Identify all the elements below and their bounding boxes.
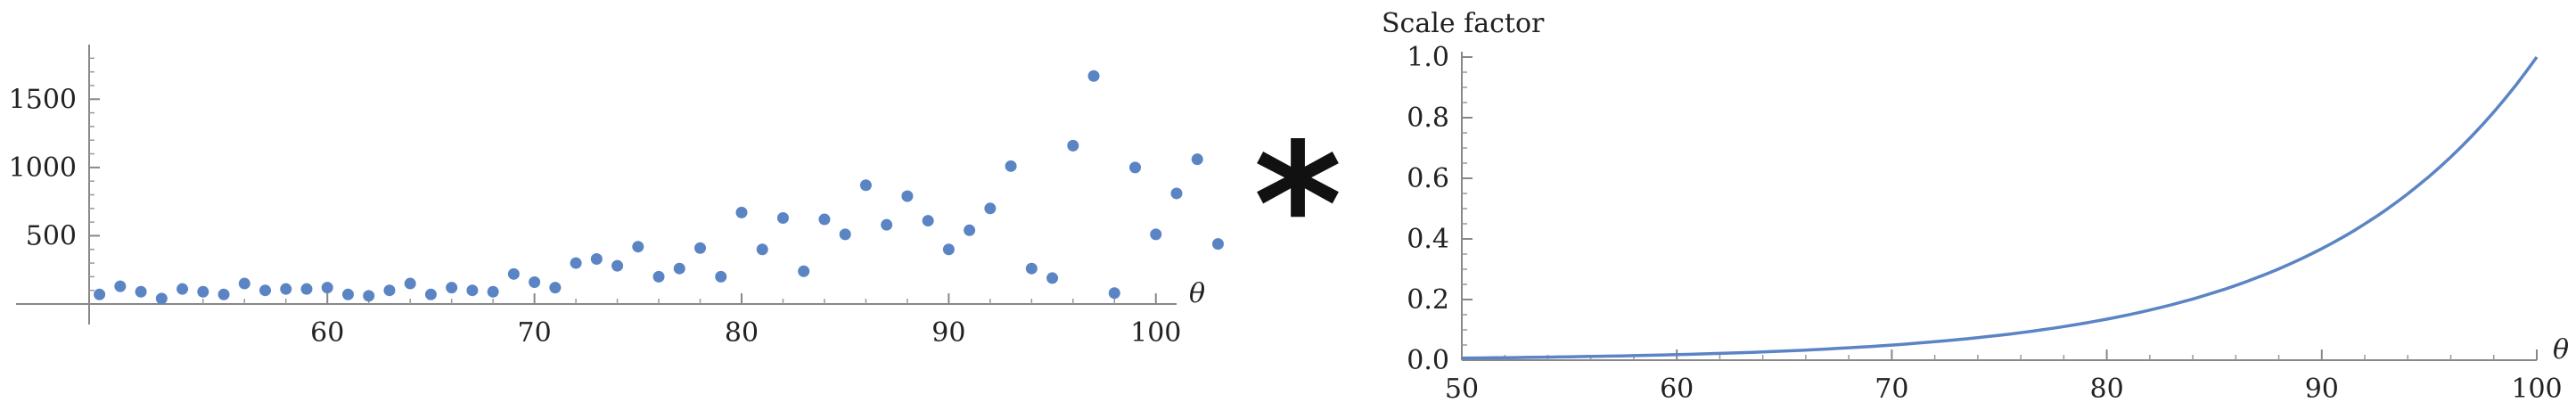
y-tick-label: 0.0: [1407, 345, 1449, 376]
y-tick-label: 0.2: [1407, 284, 1449, 316]
data-point: [859, 179, 872, 192]
data-point: [135, 285, 147, 298]
scatter-chart: 60 70 80 90 100 500 1000 1500 θ: [9, 45, 1224, 349]
data-point: [507, 267, 520, 280]
data-point: [197, 285, 209, 298]
x-tick-label: 60: [1660, 374, 1694, 405]
data-point: [715, 270, 727, 283]
data-point: [901, 190, 914, 202]
data-point: [922, 215, 934, 227]
data-point: [155, 292, 168, 305]
data-point: [1087, 70, 1100, 82]
scale-factor-curve: [1461, 55, 2539, 360]
data-point: [114, 280, 127, 292]
data-point: [673, 262, 685, 275]
data-point: [176, 283, 189, 295]
data-point: [1005, 160, 1017, 172]
data-point: [1108, 287, 1120, 300]
x-tick-label: 70: [518, 317, 552, 349]
data-point: [94, 288, 106, 300]
data-point: [1191, 153, 1203, 166]
y-tick-label: 500: [26, 220, 77, 251]
y-tick-label: 1500: [9, 84, 77, 115]
data-point: [487, 285, 499, 298]
data-point: [321, 282, 333, 294]
x-tick-label: 60: [310, 317, 344, 349]
data-point: [300, 283, 313, 295]
data-point: [1211, 238, 1224, 251]
data-point: [964, 224, 976, 236]
convolution-operator: *: [1253, 107, 1341, 304]
data-point: [1129, 161, 1142, 174]
x-tick-label: 80: [725, 317, 759, 349]
y-axis-label: Scale factor: [1382, 8, 1545, 39]
data-point: [1170, 187, 1183, 200]
data-point: [839, 228, 851, 241]
data-point: [341, 288, 354, 300]
data-point: [984, 202, 997, 215]
data-point: [1150, 228, 1162, 241]
y-tick-label: 0.4: [1407, 224, 1449, 255]
x-tick-label: 100: [1130, 317, 1181, 349]
data-point: [238, 277, 250, 290]
data-point: [881, 218, 893, 231]
x-tick-label: 80: [2090, 374, 2124, 405]
y-tick-label: 0.6: [1407, 163, 1449, 194]
data-point: [549, 282, 562, 294]
data-point: [776, 212, 789, 225]
data-point: [694, 242, 707, 254]
data-point: [756, 243, 768, 256]
x-tick-label: 90: [931, 317, 965, 349]
data-point: [217, 288, 230, 300]
x-axis-label: θ: [2553, 334, 2569, 366]
y-tick-label: 0.8: [1407, 103, 1449, 134]
y-tick-label: 1000: [9, 152, 77, 184]
data-point: [383, 284, 396, 297]
data-point: [1025, 262, 1038, 275]
data-point: [611, 259, 624, 272]
data-point: [590, 252, 603, 265]
data-point: [404, 277, 416, 290]
x-tick-label: 70: [1875, 374, 1908, 405]
data-point: [363, 290, 375, 302]
data-point: [424, 288, 437, 300]
data-point: [1067, 139, 1079, 152]
data-point: [942, 243, 955, 256]
x-tick-label: 100: [2511, 374, 2562, 405]
y-tick-label: 1.0: [1407, 42, 1449, 73]
data-point: [1046, 272, 1059, 284]
data-point: [446, 282, 458, 294]
data-point: [798, 265, 810, 277]
data-point: [652, 270, 665, 283]
x-tick-label: 50: [1445, 374, 1479, 405]
data-point: [529, 276, 541, 289]
data-point: [735, 206, 748, 218]
data-point: [280, 283, 292, 295]
data-point: [466, 284, 479, 297]
data-point: [818, 213, 831, 226]
data-point: [632, 241, 644, 253]
x-axis-label: θ: [1189, 278, 1205, 309]
x-tick-label: 90: [2305, 374, 2339, 405]
data-point: [259, 284, 272, 297]
data-point: [570, 257, 582, 269]
